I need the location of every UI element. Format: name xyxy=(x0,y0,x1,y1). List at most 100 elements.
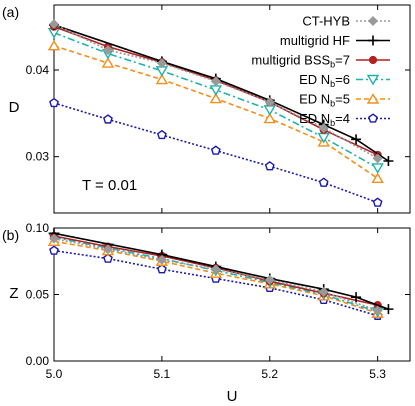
a-data-point xyxy=(351,134,362,145)
b-series-4 xyxy=(47,235,384,318)
legend-entry-1: multigrid HF xyxy=(280,33,390,48)
a-data-point xyxy=(372,197,383,207)
b-data-point xyxy=(156,254,167,265)
b-data-point xyxy=(102,244,113,255)
a-data-point xyxy=(318,123,329,134)
panel-b-ylabel: Z xyxy=(9,285,18,302)
legend-marker xyxy=(368,55,378,65)
b-data-point xyxy=(383,304,394,315)
legend-label-suffix: =7 xyxy=(335,53,350,68)
legend-label: ED Nb=4 xyxy=(299,111,350,128)
legend-label: CT-HYB xyxy=(302,14,350,29)
a-data-point xyxy=(209,85,223,96)
a-data-point xyxy=(264,161,275,171)
a-data-point xyxy=(371,172,384,184)
legend-label-name: ED N xyxy=(299,92,330,107)
a-data-point xyxy=(49,19,59,30)
a-y-tick-label: 0.04 xyxy=(26,63,50,77)
a-data-point xyxy=(372,153,383,164)
legend-label-suffix: =5 xyxy=(335,92,350,107)
legend-entry-3: ED Nb=6 xyxy=(299,72,390,89)
legend-marker xyxy=(368,16,378,26)
a-data-point xyxy=(101,57,115,68)
legend-entry-4: ED Nb=5 xyxy=(299,92,390,109)
legend-label-name: ED N xyxy=(299,72,330,87)
b-data-point xyxy=(156,264,167,274)
a-data-point xyxy=(155,73,169,85)
x-tick-label: 5.1 xyxy=(154,367,171,381)
a-series-4 xyxy=(47,39,384,184)
b-data-point xyxy=(264,274,275,285)
legend-label-name: ED N xyxy=(299,111,330,126)
b-data-point xyxy=(210,264,221,275)
legend-label-subscript: b xyxy=(330,60,335,70)
b-data-point xyxy=(351,292,362,303)
a-data-point xyxy=(155,66,169,77)
annotation-temperature: T = 0.01 xyxy=(82,177,137,194)
legend-entry-2: multigrid BSSb=7 xyxy=(251,53,390,70)
a-data-point xyxy=(318,177,329,187)
panel-a: (a) D T = 0.01 0.03 0.04 CT-HYB multigrid … xyxy=(2,4,411,214)
legend-label: ED Nb=5 xyxy=(299,92,350,109)
legend-marker xyxy=(366,74,380,86)
a-data-point xyxy=(383,156,394,166)
b-series-line xyxy=(53,249,378,317)
a-series-3 xyxy=(47,28,384,174)
a-y-tick-label: 0.03 xyxy=(26,150,50,164)
b-data-point xyxy=(103,253,113,263)
b-series-5 xyxy=(49,245,383,320)
panel-a-frame xyxy=(53,4,411,214)
panel-b: (b) Z U 5.0 5.1 5.2 5.3 0.00 0.05 0.10 xyxy=(2,221,411,405)
b-series-0 xyxy=(49,233,383,316)
a-data-point xyxy=(102,45,113,56)
panel-a-axes: 0.03 0.04 xyxy=(26,5,410,213)
legend-label-subscript: b xyxy=(330,79,335,89)
legend-label-subscript: b xyxy=(330,118,335,128)
legend-marker xyxy=(368,113,378,123)
a-data-point xyxy=(263,112,276,124)
b-y-tick-label: 0.00 xyxy=(26,354,50,368)
x-tick-label: 5.3 xyxy=(369,367,386,381)
a-series-5 xyxy=(49,97,383,207)
legend-label: multigrid HF xyxy=(280,33,350,48)
legend-label-name: multigrid BSS xyxy=(251,53,330,68)
b-data-point xyxy=(372,305,383,316)
panel-a-series xyxy=(47,19,394,207)
x-tick-label: 5.0 xyxy=(46,367,63,381)
a-data-point xyxy=(264,97,275,108)
b-data-point xyxy=(49,233,59,244)
a-data-point xyxy=(371,163,384,174)
panel-b-label: (b) xyxy=(2,227,19,243)
b-data-point xyxy=(318,286,329,297)
legend-label-suffix: =4 xyxy=(335,111,350,126)
legend-entry-0: CT-HYB xyxy=(302,14,390,29)
a-data-point xyxy=(210,76,221,87)
a-data-point xyxy=(209,92,223,104)
b-y-tick-label: 0.05 xyxy=(26,288,50,302)
panel-a-label: (a) xyxy=(2,4,19,20)
legend-label: ED Nb=6 xyxy=(299,72,350,89)
x-tick-label: 5.2 xyxy=(261,367,278,381)
b-data-point xyxy=(49,245,59,255)
legend-marker xyxy=(368,35,378,46)
a-data-point xyxy=(156,58,167,69)
legend-label-name: multigrid HF xyxy=(280,33,350,48)
legend-label-subscript: b xyxy=(330,99,335,109)
a-data-point xyxy=(156,129,167,140)
a-data-point xyxy=(103,114,113,124)
a-data-point xyxy=(47,39,61,51)
panel-a-ylabel: D xyxy=(9,99,20,116)
x-axis-label: U xyxy=(227,388,238,405)
a-data-point xyxy=(263,105,276,116)
panel-b-axes: 5.0 5.1 5.2 5.3 0.00 0.05 0.10 xyxy=(26,221,410,381)
legend-label-name: CT-HYB xyxy=(302,14,350,29)
panel-b-series xyxy=(47,228,394,320)
b-series-3 xyxy=(47,232,384,318)
a-data-point xyxy=(49,97,59,108)
b-y-tick-label: 0.10 xyxy=(26,221,50,235)
a-series-0 xyxy=(49,19,383,164)
legend-entry-5: ED Nb=4 xyxy=(299,111,390,128)
legend-marker xyxy=(366,93,380,104)
